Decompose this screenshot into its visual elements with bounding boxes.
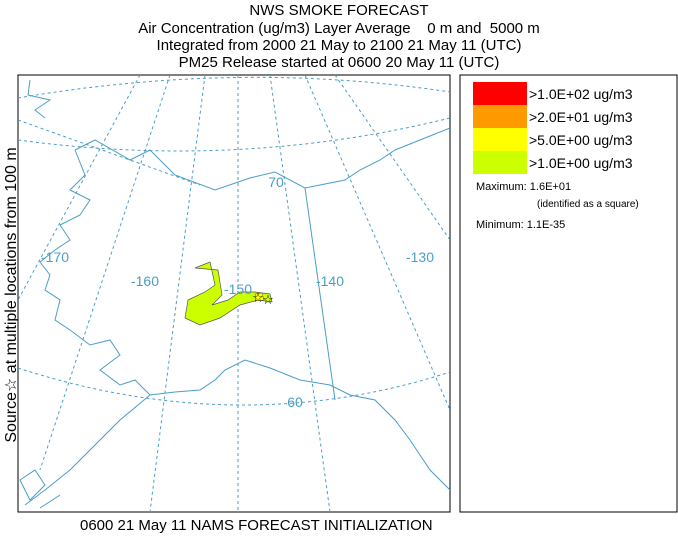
parallel bbox=[18, 367, 450, 406]
minimum: Minimum: 1.1E-35 bbox=[476, 219, 565, 231]
meridian bbox=[269, 75, 331, 512]
island bbox=[19, 469, 46, 501]
parallel bbox=[18, 119, 201, 186]
subtitle: PM25 Release started at 0600 20 May 11 (… bbox=[179, 54, 500, 71]
legend-label: >5.0E+00 ug/m3 bbox=[529, 132, 633, 148]
source-star: ☆ bbox=[252, 290, 264, 305]
longitude-label: -160 bbox=[131, 273, 159, 289]
parallel bbox=[18, 117, 450, 152]
subtitle: Integrated from 2000 21 May to 2100 21 M… bbox=[157, 37, 522, 54]
map-panel: ☆ ☆ -170 -160 -150 -140 -130 70 60 bbox=[17, 74, 451, 513]
latitude-label: 70 bbox=[268, 174, 284, 190]
longitude-label: -170 bbox=[41, 249, 69, 265]
legend-swatch bbox=[473, 151, 527, 174]
legend-swatch bbox=[473, 105, 527, 128]
legend-label: >1.0E+00 ug/m3 bbox=[529, 155, 633, 171]
plume-core bbox=[254, 292, 265, 302]
parallel bbox=[18, 76, 450, 99]
meridian bbox=[304, 75, 450, 411]
legend-label: >2.0E+01 ug/m3 bbox=[529, 109, 633, 125]
maximum: Maximum: 1.6E+01 bbox=[476, 181, 571, 193]
source-label: Source☆ at multiple locations from 100 m bbox=[3, 147, 20, 442]
latitude-label: 60 bbox=[287, 394, 303, 410]
longitude-label: -130 bbox=[406, 249, 434, 265]
source-star: ☆ bbox=[262, 292, 274, 307]
meridian bbox=[149, 75, 206, 512]
meridian bbox=[18, 75, 141, 301]
subtitle: Air Concentration (ug/m3) Layer Average … bbox=[138, 20, 540, 37]
maximum-note: (identified as a square) bbox=[537, 199, 639, 210]
legend-label: >1.0E+02 ug/m3 bbox=[529, 86, 633, 102]
legend-swatch bbox=[473, 128, 527, 151]
coastline bbox=[24, 79, 450, 509]
longitude-label: -140 bbox=[316, 273, 344, 289]
legend-swatch bbox=[473, 82, 527, 105]
footer: 0600 21 May 11 NAMS FORECAST INITIALIZAT… bbox=[80, 517, 433, 534]
legend: >1.0E+02 ug/m3 >2.0E+01 ug/m3 >5.0E+00 ug/… bbox=[459, 74, 678, 513]
border bbox=[304, 187, 336, 401]
longitude-label: -150 bbox=[224, 281, 252, 297]
title: NWS SMOKE FORECAST bbox=[249, 2, 428, 19]
